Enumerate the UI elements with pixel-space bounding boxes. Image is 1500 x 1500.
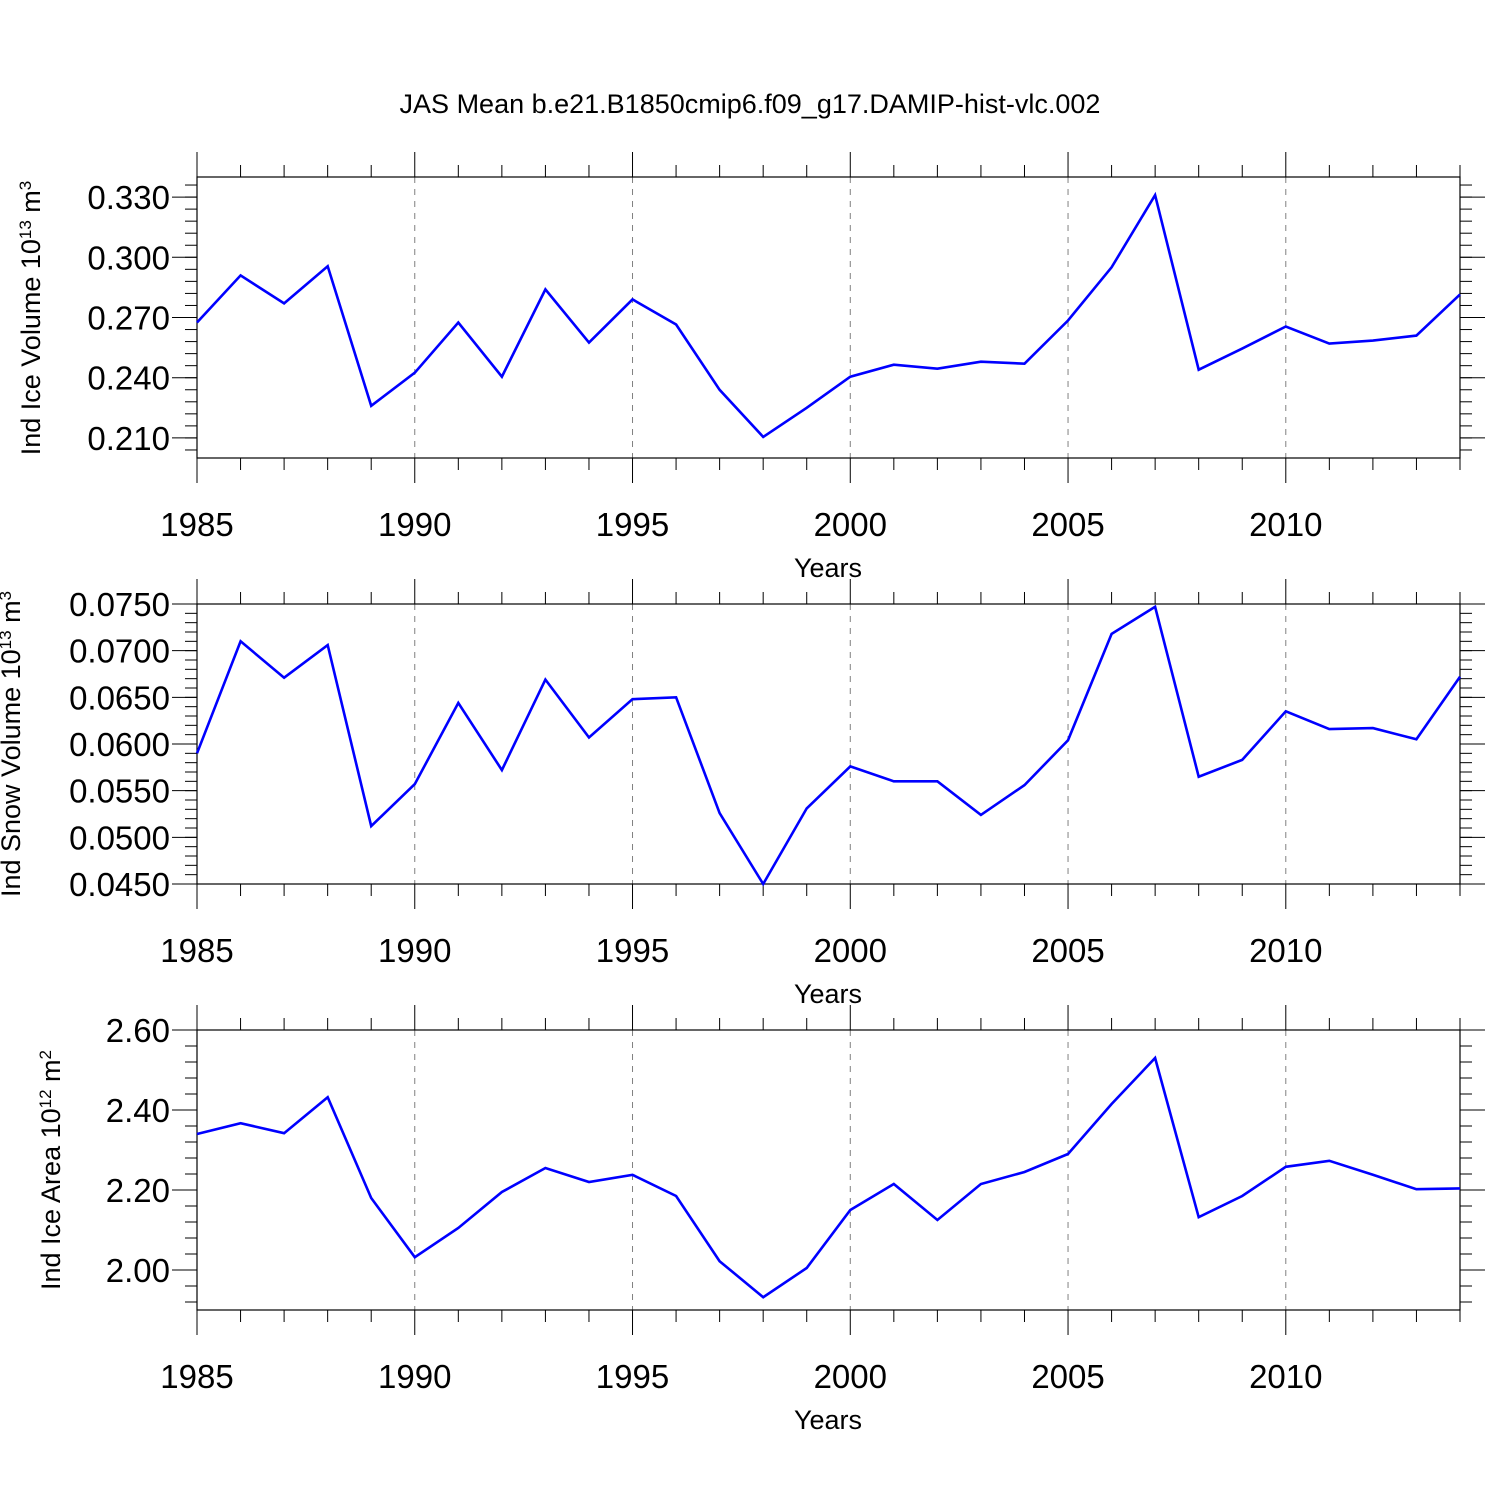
x-tick-label: 2005 <box>1031 1358 1104 1395</box>
y-axis-title-superscript: 13 <box>0 630 15 649</box>
y-tick-label: 0.0600 <box>69 726 170 763</box>
series-line <box>196 191 1461 439</box>
y-axis-title-part: m <box>0 600 26 630</box>
x-axis-title: Years <box>794 979 862 1009</box>
y-tick-label: 0.0450 <box>69 866 170 903</box>
y-axis-title-superscript: 12 <box>36 1089 55 1108</box>
x-tick-label: 2000 <box>814 506 887 543</box>
y-axis-title-part: Ind Ice Area 10 <box>36 1108 66 1290</box>
y-axis-title-superscript: 13 <box>16 220 35 239</box>
y-tick-label: 0.330 <box>87 179 170 216</box>
x-axis-title: Years <box>794 1405 862 1435</box>
chart-panel-3: 2.00 2.20 2.40 2.60 1985 1990 1995 2000 2005 2010… <box>36 1005 1485 1435</box>
y-tick-label: 2.40 <box>106 1092 170 1129</box>
x-tick-label: 1985 <box>160 506 233 543</box>
plot-frame <box>196 603 1461 885</box>
y-axis-title: Ind Ice Volume 1013 m3 <box>16 181 47 456</box>
y-axis-title: Ind Snow Volume 1013 m3 <box>0 591 26 897</box>
y-tick-label: 0.210 <box>87 420 170 457</box>
figure-title: JAS Mean b.e21.B1850cmip6.f09_g17.DAMIP-… <box>400 89 1101 119</box>
x-tick-label: 2005 <box>1031 932 1104 969</box>
x-tick-label: 1995 <box>596 1358 669 1395</box>
y-axis-title-superscript: 3 <box>16 181 35 190</box>
chart-panel-2: 0.0450 0.0500 0.0550 0.0600 0.0650 0.0700 0.07… <box>0 579 1485 1009</box>
y-tick-label: 2.20 <box>106 1172 170 1209</box>
x-tick-label: 2010 <box>1249 1358 1322 1395</box>
x-tick-label: 1990 <box>378 1358 451 1395</box>
x-tick-label: 1995 <box>596 932 669 969</box>
y-tick-label: 0.240 <box>87 360 170 397</box>
x-tick-label: 1995 <box>596 506 669 543</box>
y-axis-title-part: m <box>16 190 46 220</box>
series-line <box>195 604 1462 887</box>
x-tick-label: 1985 <box>160 1358 233 1395</box>
y-axis-title-superscript: 3 <box>0 591 15 600</box>
x-tick-label: 1990 <box>378 506 451 543</box>
x-tick-label: 2005 <box>1031 506 1104 543</box>
chart-panel-1: 0.210 0.240 0.270 0.300 0.330 1985 1990 1995 200… <box>16 152 1485 583</box>
x-tick-label: 2010 <box>1249 932 1322 969</box>
series-line <box>196 1055 1461 1299</box>
x-tick-label: 2000 <box>814 1358 887 1395</box>
x-tick-label: 2010 <box>1249 506 1322 543</box>
y-axis-title-part: Ind Ice Volume 10 <box>16 239 46 455</box>
y-tick-label: 2.60 <box>106 1012 170 1049</box>
y-tick-label: 0.300 <box>87 239 170 276</box>
plot-frame <box>196 176 1461 459</box>
x-tick-label: 2000 <box>814 932 887 969</box>
y-tick-label: 2.00 <box>106 1252 170 1289</box>
plot-frame <box>196 1029 1461 1311</box>
y-tick-label: 0.0750 <box>69 586 170 623</box>
y-axis-title-part: Ind Snow Volume 10 <box>0 649 26 897</box>
y-tick-label: 0.270 <box>87 300 170 337</box>
y-tick-label: 0.0650 <box>69 679 170 716</box>
y-axis-title-superscript: 2 <box>36 1050 55 1059</box>
x-axis-title: Years <box>794 553 862 583</box>
x-tick-label: 1990 <box>378 932 451 969</box>
y-tick-label: 0.0500 <box>69 819 170 856</box>
y-tick-label: 0.0550 <box>69 773 170 810</box>
y-tick-label: 0.0700 <box>69 633 170 670</box>
y-axis-title-part: m <box>36 1059 66 1089</box>
y-axis-title: Ind Ice Area 1012 m2 <box>36 1050 67 1290</box>
x-tick-label: 1985 <box>160 932 233 969</box>
